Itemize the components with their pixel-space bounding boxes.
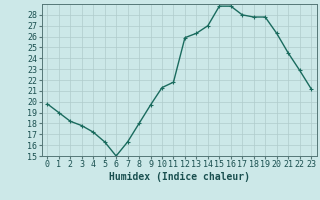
X-axis label: Humidex (Indice chaleur): Humidex (Indice chaleur): [109, 172, 250, 182]
